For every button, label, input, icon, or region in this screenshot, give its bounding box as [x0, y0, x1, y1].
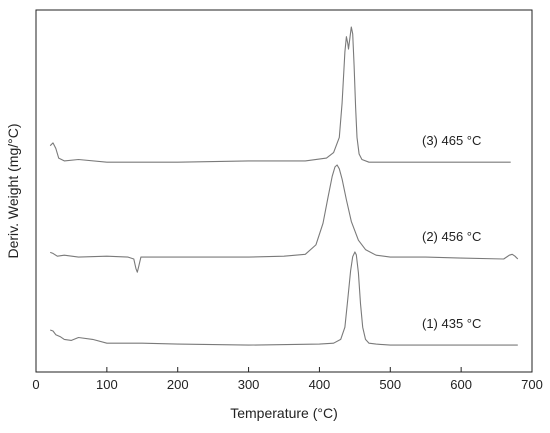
x-tick-label: 400 — [309, 377, 331, 392]
plot-frame — [35, 9, 533, 373]
series-label-2: (2) 456 °C — [422, 229, 481, 244]
series-label-3: (1) 435 °C — [422, 316, 481, 331]
y-axis-label: Deriv. Weight (mg/°C) — [5, 124, 21, 259]
x-tick-label: 300 — [238, 377, 260, 392]
series-labels: (3) 465 °C (2) 456 °C (1) 435 °C — [422, 133, 481, 331]
x-axis-label: Temperature (°C) — [230, 405, 338, 421]
x-tick-label: 600 — [450, 377, 472, 392]
series-curve-1 — [49, 26, 511, 163]
series-curves — [49, 26, 519, 346]
series-curve-2 — [50, 164, 519, 273]
x-tick-label: 100 — [96, 377, 118, 392]
series-label-1: (3) 465 °C — [422, 133, 481, 148]
x-axis: 0 100 200 300 400 500 600 700 — [32, 367, 543, 392]
x-tick-label: 500 — [379, 377, 401, 392]
x-tick-label: 700 — [521, 377, 543, 392]
series-curve-3 — [50, 251, 518, 346]
x-tick-label: 0 — [32, 377, 39, 392]
x-tick-label: 200 — [167, 377, 189, 392]
